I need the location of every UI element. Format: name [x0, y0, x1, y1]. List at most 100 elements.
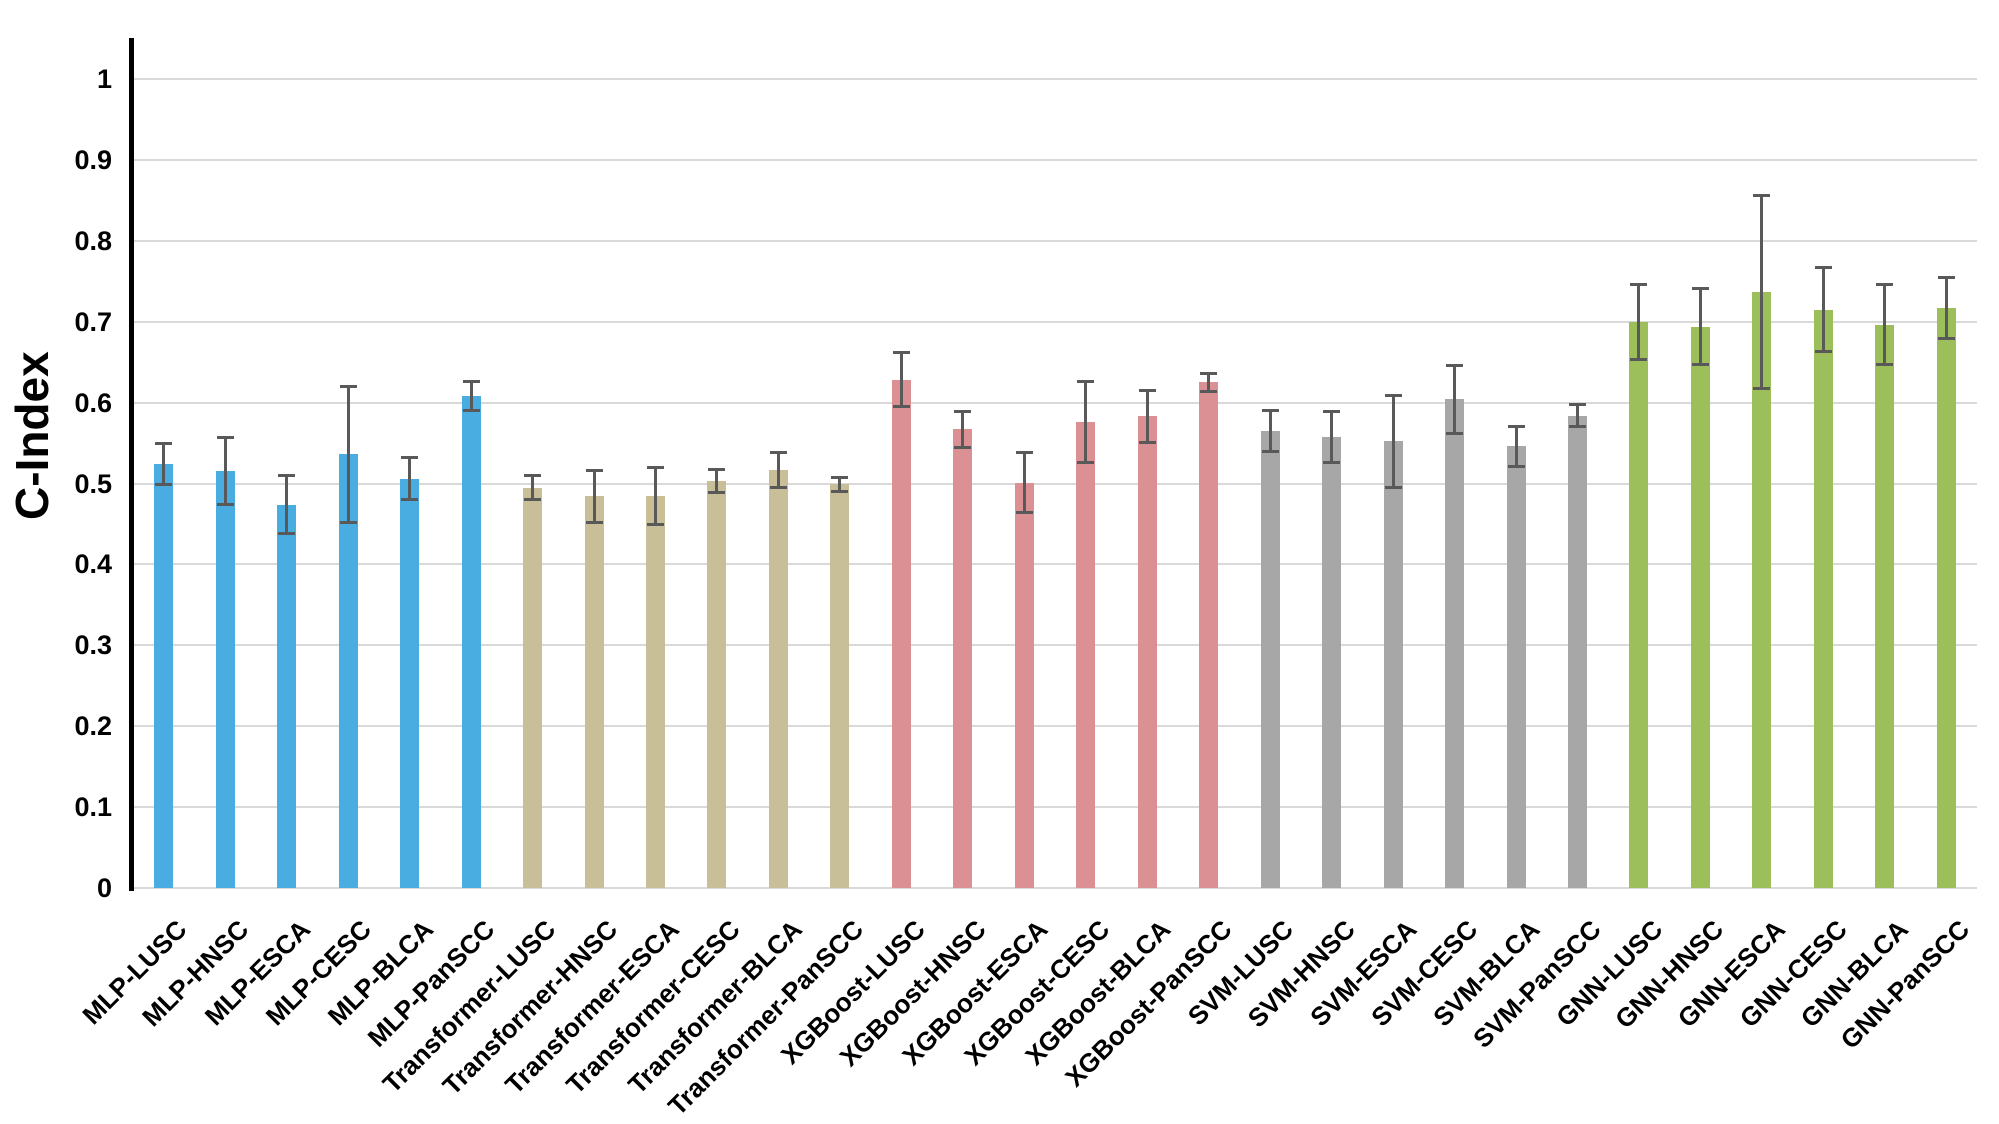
error-bar-cap-bottom [1938, 336, 1955, 340]
bar-Transformer-ESCA [646, 495, 665, 888]
bar-MLP-ESCA [277, 504, 296, 888]
error-bar-line [347, 385, 350, 524]
error-bar-cap-top [831, 476, 848, 480]
error-bar-line [1515, 426, 1518, 467]
error-bar-cap-bottom [401, 498, 418, 502]
gridline [133, 401, 1977, 404]
gridline [133, 158, 1977, 161]
error-bar-line [1883, 284, 1886, 366]
error-bar-cap-bottom [893, 405, 910, 409]
bar-GNN-BLCA [1875, 324, 1894, 888]
bar-GNN-CESC [1814, 309, 1833, 888]
y-axis-line [129, 38, 134, 891]
error-bar-cap-bottom [340, 521, 357, 525]
error-bar-cap-top [340, 384, 357, 388]
error-bar-line [1023, 451, 1026, 514]
error-bar-cap-bottom [1323, 461, 1340, 465]
bar-XGBoost-HNSC [953, 429, 972, 888]
error-bar-line [1084, 380, 1087, 464]
bar-XGBoost-CESC [1076, 422, 1095, 888]
error-bar-cap-bottom [524, 498, 541, 502]
y-tick-label: 0 [96, 873, 112, 903]
error-bar-line [1269, 409, 1272, 452]
error-bar-cap-top [893, 351, 910, 355]
error-bar-line [531, 474, 534, 501]
bar-MLP-CESC [339, 454, 358, 888]
error-bar-line [961, 410, 964, 448]
error-bar-cap-top [954, 409, 971, 413]
error-bar-line [654, 466, 657, 525]
error-bar-cap-bottom [1876, 363, 1893, 367]
error-bar-cap-bottom [1446, 432, 1463, 436]
bar-MLP-PanSCC [462, 396, 481, 888]
error-bar-cap-bottom [463, 409, 480, 413]
error-bar-line [1146, 389, 1149, 444]
error-bar-cap-bottom [1508, 464, 1525, 468]
bar-GNN-LUSC [1629, 321, 1648, 888]
bar-SVM-LUSC [1261, 430, 1280, 888]
error-bar-cap-bottom [1077, 461, 1094, 465]
gridline [133, 887, 1977, 889]
error-bar-line [593, 469, 596, 524]
gridline [133, 320, 1977, 323]
y-tick-label: 0.7 [74, 306, 112, 337]
error-bar-line [1576, 404, 1579, 427]
y-tick-label: 0.3 [74, 630, 112, 661]
error-bar-cap-bottom [831, 489, 848, 493]
error-bar-cap-top [1323, 410, 1340, 414]
error-bar-cap-top [1508, 425, 1525, 429]
error-bar-line [838, 477, 841, 492]
bar-SVM-BLCA [1507, 446, 1526, 888]
error-bar-cap-bottom [770, 485, 787, 489]
error-bar-cap-bottom [1692, 363, 1709, 367]
error-bar-cap-top [1569, 403, 1586, 407]
bar-SVM-PanSCC [1568, 415, 1587, 888]
gridline [133, 644, 1977, 647]
bar-GNN-ESCA [1752, 291, 1771, 888]
error-bar-line [1760, 194, 1763, 389]
y-tick-label: 0.4 [74, 549, 112, 580]
error-bar-line [470, 380, 473, 412]
error-bar-cap-bottom [1815, 350, 1832, 354]
error-bar-line [715, 468, 718, 494]
bar-Transformer-CESC [707, 481, 726, 888]
error-bar-cap-bottom [1385, 485, 1402, 489]
error-bar-cap-bottom [1753, 386, 1770, 390]
y-tick-label: 0.8 [74, 225, 112, 256]
error-bar-cap-top [1692, 286, 1709, 290]
error-bar-cap-bottom [1200, 390, 1217, 394]
error-bar-cap-top [1200, 371, 1217, 375]
error-bar-cap-top [1876, 283, 1893, 287]
bar-MLP-HNSC [216, 470, 235, 888]
error-bar-cap-bottom [1569, 424, 1586, 428]
bar-XGBoost-PanSCC [1199, 382, 1218, 888]
error-bar-cap-top [1016, 450, 1033, 454]
error-bar-cap-top [1753, 193, 1770, 197]
gridline [133, 482, 1977, 485]
error-bar-cap-bottom [954, 445, 971, 449]
error-bar-line [900, 352, 903, 408]
y-tick-label: 0.1 [74, 792, 112, 823]
error-bar-line [1207, 372, 1210, 393]
error-bar-cap-top [463, 379, 480, 383]
error-bar-cap-top [524, 473, 541, 477]
error-bar-cap-top [155, 442, 172, 446]
y-tick-label: 0.2 [74, 711, 112, 742]
error-bar-line [1392, 395, 1395, 488]
error-bar-cap-bottom [155, 483, 172, 487]
error-bar-cap-top [1815, 265, 1832, 269]
bar-GNN-PanSCC [1937, 307, 1956, 888]
error-bar-cap-bottom [708, 491, 725, 495]
error-bar-line [162, 443, 165, 486]
error-bar-line [1330, 411, 1333, 464]
error-bar-cap-top [647, 465, 664, 469]
error-bar-cap-top [278, 473, 295, 477]
error-bar-line [224, 436, 227, 505]
error-bar-cap-top [1077, 379, 1094, 383]
bar-Transformer-PanSCC [830, 484, 849, 888]
error-bar-cap-top [708, 467, 725, 471]
error-bar-line [1453, 364, 1456, 435]
error-bar-line [777, 451, 780, 488]
error-bar-line [1945, 277, 1948, 339]
